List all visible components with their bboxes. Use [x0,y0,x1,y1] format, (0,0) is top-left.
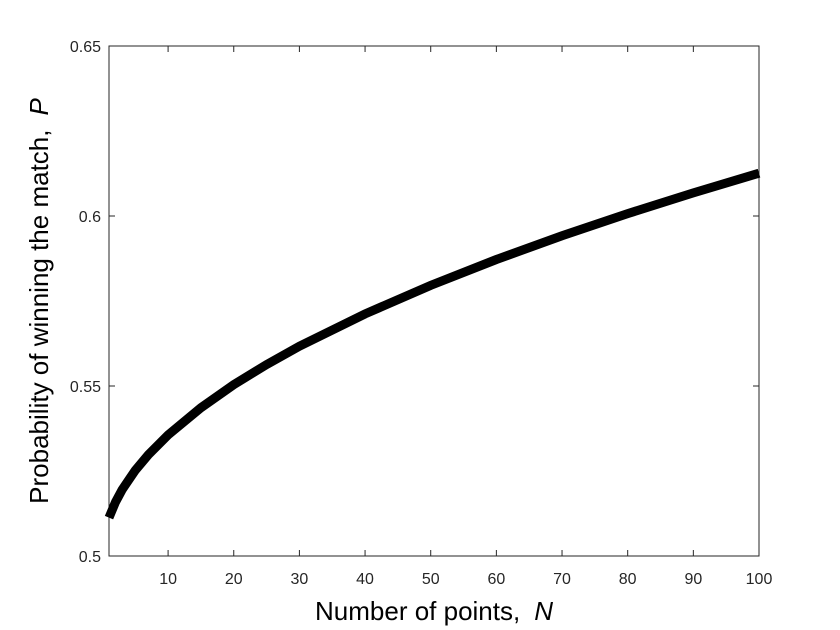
x-tick-label: 100 [746,571,773,588]
x-tick-label: 60 [487,571,505,588]
y-tick-label: 0.55 [70,379,101,396]
x-tick-label: 30 [291,571,309,588]
y-tick-label: 0.65 [70,39,101,56]
y-tick-label: 0.5 [79,549,101,566]
x-axis-variable: N [534,596,553,626]
x-tick-label: 90 [684,571,702,588]
x-tick-label: 70 [553,571,571,588]
x-tick-label: 10 [159,571,177,588]
y-axis-label-text: Probability of winning the match, [24,130,54,504]
plot-box [108,45,760,557]
x-axis-label: Number of points, N [315,596,553,626]
x-tick-label: 40 [356,571,374,588]
y-axis-variable: P [24,98,54,116]
y-axis-label: Probability of winning the match, P [24,98,54,504]
x-tick-label: 80 [619,571,637,588]
x-axis-label-text: Number of points, [315,596,520,626]
x-tick-label: 20 [225,571,243,588]
y-tick-label: 0.6 [79,209,101,226]
x-tick-label: 50 [422,571,440,588]
data-line [104,168,761,520]
